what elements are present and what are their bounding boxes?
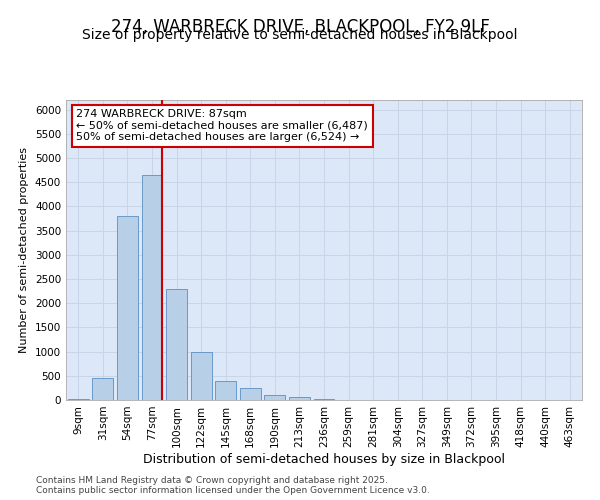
Text: 274 WARBRECK DRIVE: 87sqm
← 50% of semi-detached houses are smaller (6,487)
50% : 274 WARBRECK DRIVE: 87sqm ← 50% of semi-…	[76, 109, 368, 142]
Bar	[166, 288, 187, 400]
Bar	[240, 388, 261, 400]
Text: Contains HM Land Registry data © Crown copyright and database right 2025.
Contai: Contains HM Land Registry data © Crown c…	[36, 476, 430, 495]
Bar	[289, 397, 310, 400]
Bar	[142, 175, 163, 400]
Text: 274, WARBRECK DRIVE, BLACKPOOL, FY2 9LF: 274, WARBRECK DRIVE, BLACKPOOL, FY2 9LF	[110, 18, 490, 36]
Bar	[314, 398, 334, 400]
Bar	[191, 352, 212, 400]
Bar	[265, 395, 286, 400]
Bar	[117, 216, 138, 400]
Bar	[68, 398, 89, 400]
Y-axis label: Number of semi-detached properties: Number of semi-detached properties	[19, 147, 29, 353]
X-axis label: Distribution of semi-detached houses by size in Blackpool: Distribution of semi-detached houses by …	[143, 452, 505, 466]
Bar	[92, 378, 113, 400]
Text: Size of property relative to semi-detached houses in Blackpool: Size of property relative to semi-detach…	[82, 28, 518, 42]
Bar	[215, 380, 236, 400]
